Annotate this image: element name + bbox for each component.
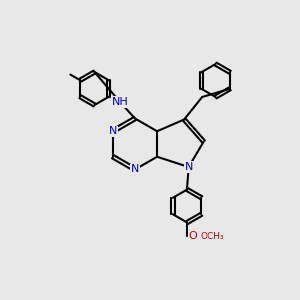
Text: N: N [131, 164, 139, 175]
Text: NH: NH [112, 97, 128, 107]
Text: N: N [184, 162, 193, 172]
Text: N: N [109, 126, 117, 136]
Text: O: O [188, 231, 197, 241]
Text: OCH₃: OCH₃ [201, 232, 224, 241]
